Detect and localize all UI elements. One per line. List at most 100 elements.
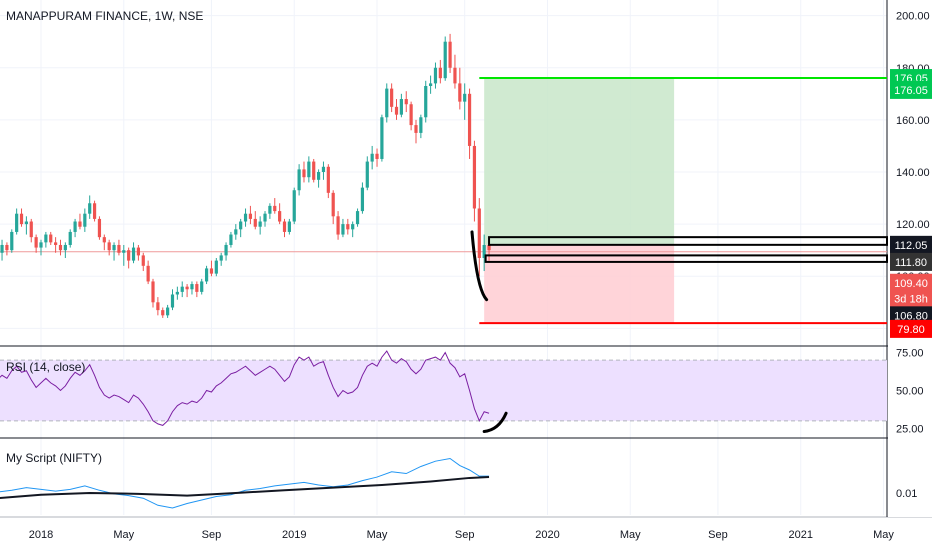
price-tag (890, 289, 932, 308)
candle-body (390, 88, 394, 107)
candle-body (214, 260, 218, 274)
candle-body (83, 213, 87, 227)
rsi-tick-label: 75.00 (896, 348, 924, 360)
candle-body (127, 250, 131, 261)
candle-body (375, 153, 379, 159)
candle-body (414, 125, 418, 133)
candle-body (224, 244, 228, 256)
candle-body (10, 231, 14, 251)
candle-body (321, 166, 326, 172)
time-tick-label: May (113, 529, 134, 541)
candle-body (302, 169, 306, 178)
script-pane-label: My Script (NIFTY) (6, 451, 102, 465)
time-tick-label: May (367, 529, 388, 541)
candle-body (458, 83, 462, 102)
price-tag (890, 273, 932, 292)
price-tick-label: 160.00 (896, 115, 930, 127)
candles-layer (0, 33, 491, 318)
candle-body (170, 294, 175, 308)
script-average-line (0, 476, 490, 500)
candle-body (146, 265, 150, 282)
candle-body (248, 213, 253, 219)
candle-body (365, 161, 369, 188)
script-layer (0, 457, 490, 509)
candle-body (346, 224, 350, 230)
time-tick-label: 2018 (29, 529, 53, 541)
candle-body (404, 99, 408, 105)
candle-body (204, 268, 209, 282)
candle-body (180, 286, 184, 292)
time-tick-label: 2020 (535, 529, 559, 541)
candle-body (467, 93, 472, 146)
drawn-rsi-curve (482, 411, 508, 433)
price-tag-label: 109.40 (894, 278, 928, 290)
candle-body (58, 244, 63, 251)
candle-body (487, 244, 491, 251)
loss-zone (484, 244, 675, 324)
profit-zone (484, 78, 675, 245)
candle-body (351, 224, 355, 230)
candle-body (190, 284, 194, 290)
candle-body (161, 310, 165, 316)
candle-body (68, 231, 72, 245)
candle-body (282, 221, 287, 232)
price-tag-label: 112.05 (895, 240, 928, 252)
candle-body (443, 41, 447, 79)
candle-body (88, 203, 92, 214)
candle-body (78, 221, 82, 227)
drawn-curve (470, 230, 489, 302)
candle-body (433, 67, 438, 84)
candle-body (409, 104, 413, 126)
candle-body (360, 187, 365, 212)
chart-title: MANAPPURAM FINANCE, 1W, NSE (6, 9, 204, 23)
time-tick-label: May (873, 529, 894, 541)
candle-body (263, 213, 267, 222)
candle-body (292, 190, 296, 222)
time-tick-label: Sep (202, 529, 222, 541)
price-tag-label: 3d 18h (894, 293, 928, 305)
candle-body (341, 224, 345, 235)
candle-body (131, 247, 136, 261)
candle-body (297, 169, 301, 191)
candle-body (63, 244, 67, 251)
candle-body (0, 244, 4, 253)
price-tag-label: 106.80 (894, 310, 928, 322)
candle-body (112, 244, 116, 251)
candle-body (185, 286, 189, 290)
candle-body (54, 242, 58, 245)
drawings-layer (470, 230, 888, 433)
time-tick-label: 2021 (788, 529, 812, 541)
script-series-line (0, 457, 490, 509)
candle-body (472, 145, 477, 209)
candle-body (355, 211, 360, 225)
candle-body (34, 237, 38, 248)
rsi-pane-label: RSI (14, close) (6, 360, 86, 374)
candle-body (102, 237, 106, 243)
candle-body (156, 302, 160, 311)
candle-body (219, 255, 223, 261)
price-tick-label: 120.00 (896, 219, 930, 231)
candle-body (429, 83, 433, 86)
candle-body (278, 211, 282, 222)
candle-body (73, 221, 77, 232)
candle-body (15, 213, 19, 232)
candle-body (482, 244, 486, 258)
candle-body (307, 161, 311, 178)
drawn-box-bottom (484, 254, 888, 263)
candle-body (326, 166, 330, 193)
candle-body (195, 284, 199, 292)
candle-body (394, 106, 399, 115)
candle-body (463, 93, 467, 102)
price-tick-label: 200.00 (896, 11, 930, 23)
candle-body (268, 205, 272, 214)
candle-body (92, 203, 97, 219)
candle-body (312, 161, 316, 180)
rsi-tick-label: 50.00 (896, 385, 924, 397)
candle-body (399, 99, 403, 115)
candle-body (5, 244, 9, 251)
time-tick-label: 2019 (282, 529, 306, 541)
candle-body (331, 192, 335, 217)
